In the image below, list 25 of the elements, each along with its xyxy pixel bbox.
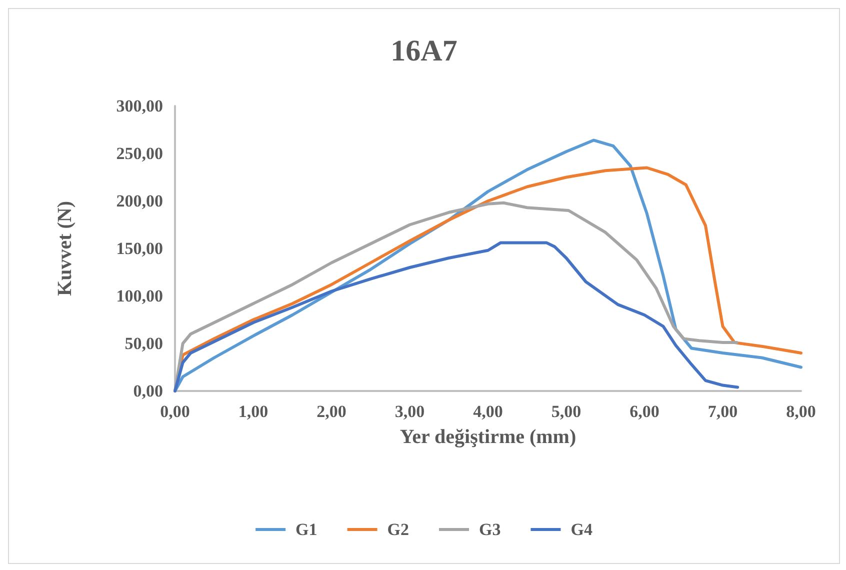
x-tick-label: 7,00 (708, 402, 738, 421)
y-tick-label: 300,00 (116, 96, 163, 116)
y-tick-label: 50,00 (124, 334, 163, 353)
legend-label: G1 (296, 520, 318, 539)
line-series (174, 201, 738, 392)
x-tick-label: 6,00 (630, 402, 660, 421)
x-tick-label: 4,00 (473, 402, 503, 421)
legend-label: G4 (570, 520, 593, 539)
y-tick-label: 250,00 (116, 144, 163, 163)
x-tick-label: 2,00 (316, 402, 346, 421)
y-tick-label: 150,00 (116, 239, 163, 258)
x-tick-label: 0,00 (160, 402, 190, 421)
x-tick-label: 5,00 (551, 402, 582, 421)
y-tick-label: 0,00 (133, 382, 163, 400)
line-series (174, 241, 740, 392)
x-tick-label: 8,00 (786, 402, 816, 421)
y-tick-label: 100,00 (116, 286, 163, 306)
legend-label: G3 (479, 520, 501, 539)
x-tick-label: 3,00 (394, 402, 425, 421)
x-axis-title: Yer değiştirme (mm) (400, 426, 576, 448)
chart-title: 16A7 (390, 34, 458, 68)
x-tick-label: 1,00 (238, 402, 268, 421)
y-tick-label: 200,00 (116, 192, 163, 210)
legend-label: G2 (387, 520, 410, 539)
y-axis-title: Kuvvet (N) (54, 201, 76, 296)
